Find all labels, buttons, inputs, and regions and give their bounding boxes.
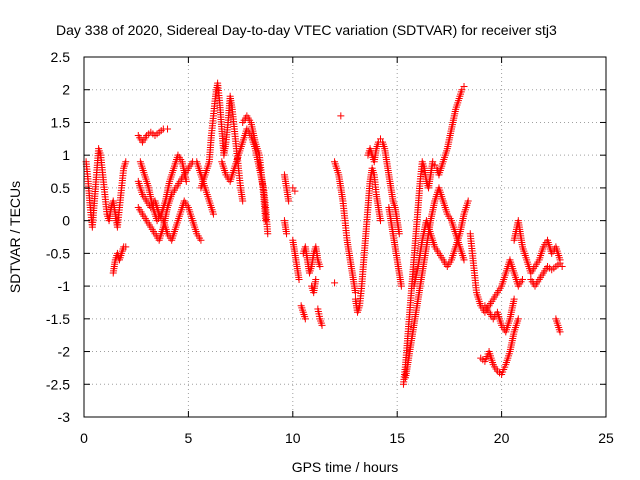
data-point-arc6 bbox=[182, 177, 190, 185]
x-tick-labels: 0 5 10 15 20 25 bbox=[80, 57, 614, 446]
y-tick-label: 0 bbox=[62, 213, 70, 229]
data-point-arc25 bbox=[460, 256, 468, 264]
plot-frame bbox=[83, 56, 607, 418]
data-point-arc29 bbox=[510, 295, 518, 303]
data-point-arc14 bbox=[301, 315, 309, 323]
y-tick-label: 0.5 bbox=[51, 180, 71, 196]
data-point-arc15 bbox=[316, 262, 324, 270]
data-point-arc8 bbox=[264, 230, 272, 238]
x-tick-label: 0 bbox=[80, 430, 88, 446]
data-point-arc22 bbox=[395, 230, 403, 238]
grid-layer bbox=[84, 57, 606, 417]
y-tick-label: -1.5 bbox=[46, 311, 70, 327]
data-point-arc31 bbox=[558, 262, 566, 270]
y-tick-label: 1.5 bbox=[51, 114, 71, 130]
data-point-arc16 bbox=[312, 276, 320, 284]
x-tick-label: 20 bbox=[494, 430, 510, 446]
data-point-arc11 bbox=[283, 230, 291, 238]
x-tick-label: 5 bbox=[185, 430, 193, 446]
y-tick-label: 1 bbox=[62, 147, 70, 163]
data-point-arc10 bbox=[285, 197, 293, 205]
data-point-arc20 bbox=[331, 279, 339, 287]
data-point-arc32 bbox=[556, 328, 564, 336]
data-point-arc17 bbox=[318, 321, 326, 329]
x-tick-label: 10 bbox=[285, 430, 301, 446]
data-point-arc24 bbox=[460, 82, 468, 90]
data-point-arc13 bbox=[295, 276, 303, 284]
data-points-layer bbox=[82, 79, 566, 388]
data-point-arc4 bbox=[209, 210, 217, 218]
data-point-arc12 bbox=[291, 187, 299, 195]
chart-title: Day 338 of 2020, Sidereal Day-to-day VTE… bbox=[56, 22, 557, 38]
y-tick-label: -2 bbox=[58, 344, 71, 360]
y-tick-label: -2.5 bbox=[46, 376, 70, 392]
data-point-arc28 bbox=[514, 315, 522, 323]
y-tick-label: -1 bbox=[58, 278, 71, 294]
data-point-arc19 bbox=[337, 112, 345, 120]
y-tick-label: 2.5 bbox=[51, 49, 71, 65]
data-point-arc9 bbox=[262, 217, 270, 225]
data-point-arc21 bbox=[376, 217, 384, 225]
y-axis-label: SDTVAR / TECUs bbox=[7, 181, 23, 293]
data-point-arc26 bbox=[464, 197, 472, 205]
data-point-arc23 bbox=[397, 282, 405, 290]
y-tick-label: -3 bbox=[58, 409, 71, 425]
data-point-arc1 bbox=[122, 158, 130, 166]
y-tick-label: 2 bbox=[62, 82, 70, 98]
data-point-arc3 bbox=[164, 125, 172, 133]
y-tick-labels: 2.5 2 1.5 1 0.5 0 -0.5 -1 -1.5 -2 -2.5 -3 bbox=[46, 49, 606, 425]
x-tick-label: 15 bbox=[389, 430, 405, 446]
x-tick-label: 25 bbox=[598, 430, 614, 446]
data-point-arc7 bbox=[239, 197, 247, 205]
data-point-arc2 bbox=[122, 243, 130, 251]
x-axis-label: GPS time / hours bbox=[292, 459, 399, 475]
data-point-arc5 bbox=[197, 236, 205, 244]
y-tick-label: -0.5 bbox=[46, 245, 70, 261]
data-point-arc18 bbox=[351, 289, 359, 297]
data-point-arc27 bbox=[518, 276, 526, 284]
